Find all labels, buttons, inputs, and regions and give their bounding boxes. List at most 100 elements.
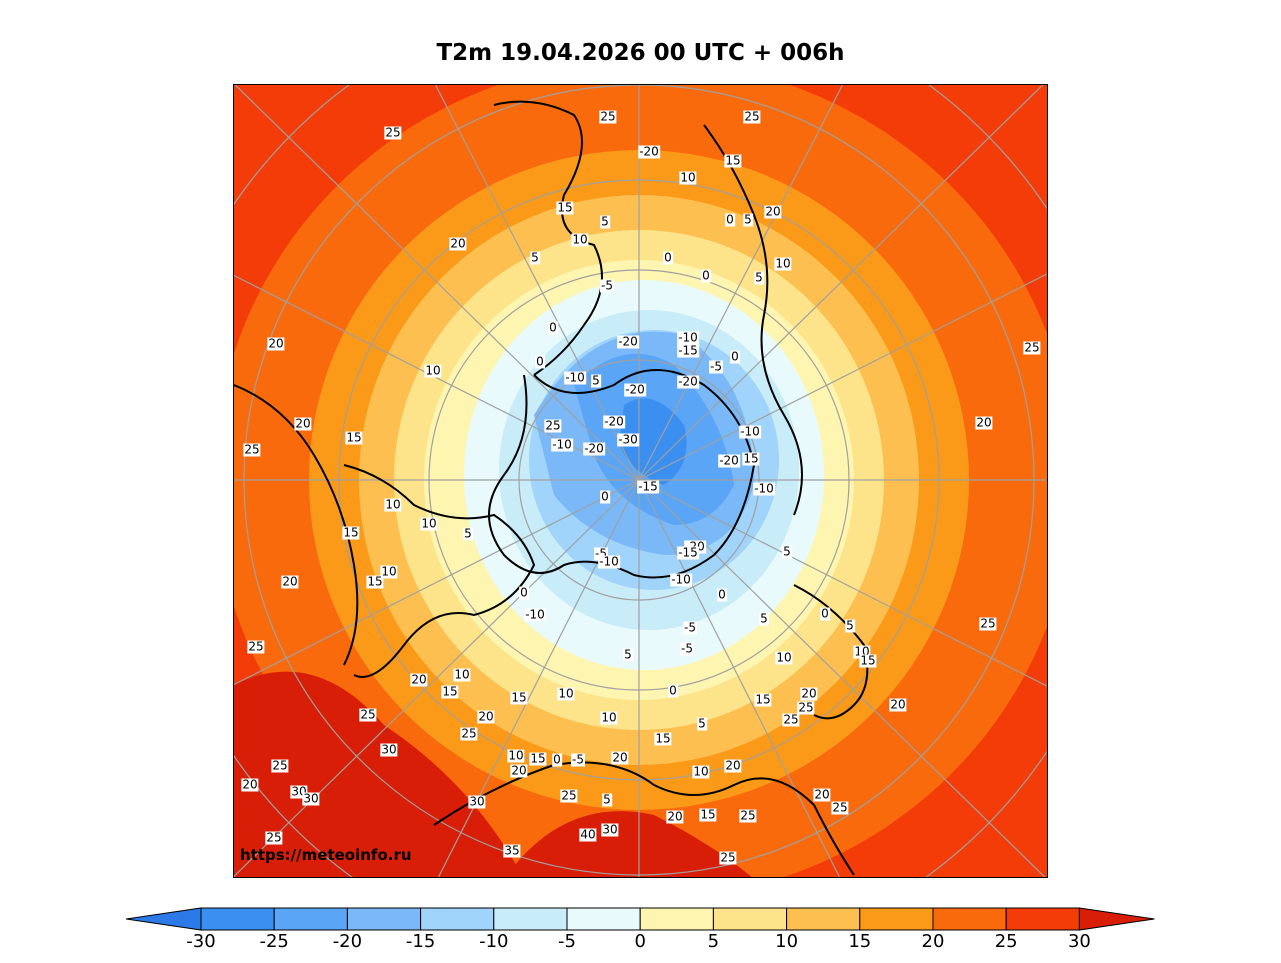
graticule [234, 85, 1047, 877]
colorbar-tick-label: 0 [634, 931, 646, 952]
colorbar-cell [639, 907, 714, 931]
watermark: https://meteoinfo.ru [240, 846, 412, 864]
contour-label: 0 [663, 250, 673, 265]
contour-label: 0 [820, 606, 830, 621]
contour-label: -20 [638, 144, 660, 159]
contour-label: 10 [380, 564, 398, 579]
contour-label: 5 [623, 647, 633, 662]
colorbar-tick-label: -30 [186, 931, 216, 952]
contour-label: 5 [530, 250, 540, 265]
contour-label: 10 [692, 764, 710, 779]
contour-label: -10 [739, 424, 761, 439]
contour-label: 0 [717, 587, 727, 602]
contour-label: 20 [294, 416, 312, 431]
contour-label: 30 [601, 822, 619, 837]
contour-label: 5 [743, 212, 753, 227]
contour-label: 10 [384, 497, 402, 512]
contour-label: 0 [535, 354, 545, 369]
contour-label: 5 [463, 526, 473, 541]
colorbar-tick-label: -5 [558, 931, 576, 952]
hot-region-southwest [234, 671, 523, 877]
contour-label: 0 [548, 320, 558, 335]
contour-label: 5 [602, 792, 612, 807]
contour-label: 20 [477, 709, 495, 724]
contour-label: -10 [677, 330, 699, 345]
colorbar-max-extend [1078, 907, 1155, 931]
contour-label: 25 [247, 639, 265, 654]
contour-label: -5 [680, 641, 694, 656]
contour-label: 25 [979, 616, 997, 631]
colorbar-cell [420, 907, 495, 931]
contour-label: 15 [742, 451, 760, 466]
colorbar [126, 907, 1155, 931]
contour-label: 20 [975, 415, 993, 430]
colorbar-cell [1005, 907, 1080, 931]
contour-label: 15 [342, 525, 360, 540]
contour-label: 5 [600, 214, 610, 229]
contour-label: -5 [709, 359, 723, 374]
colorbar-min-extend [126, 907, 202, 931]
contour-label: 5 [759, 611, 769, 626]
contour-label: 5 [754, 270, 764, 285]
contour-label: 30 [468, 794, 486, 809]
colorbar-cell [346, 907, 422, 931]
contour-label: 0 [552, 752, 562, 767]
contour-label: -20 [617, 334, 639, 349]
contour-label: -20 [677, 374, 699, 389]
colorbar-tick-label: 20 [921, 931, 945, 952]
contour-label: -20 [718, 453, 740, 468]
colorbar-cell [273, 907, 348, 931]
contour-label: 30 [380, 742, 398, 757]
contour-label: -10 [670, 572, 692, 587]
colorbar-tick-label: 5 [707, 931, 720, 952]
contour-label: 25 [719, 850, 737, 865]
contour-label: 15 [441, 684, 459, 699]
contour-label: 15 [859, 653, 877, 668]
colorbar-tick-label: 10 [775, 931, 799, 952]
contour-label: -10 [564, 370, 586, 385]
colorbar-cell [493, 907, 568, 931]
contour-label: 25 [359, 707, 377, 722]
contour-label: 0 [701, 268, 711, 283]
contour-label: 15 [529, 751, 547, 766]
contour-label: 5 [845, 618, 855, 633]
contour-label: 0 [519, 585, 529, 600]
contour-label: 25 [782, 712, 800, 727]
contour-label: 5 [591, 373, 601, 388]
contour-label: 20 [410, 672, 428, 687]
colorbar-cell [712, 907, 788, 931]
colorbar-cell [932, 907, 1007, 931]
contour-label: 15 [345, 430, 363, 445]
colorbar-tick-label: -15 [405, 931, 436, 952]
contour-label: 20 [267, 336, 285, 351]
colorbar-cell [786, 907, 861, 931]
colorbar-tick-label: -25 [259, 931, 289, 952]
contour-label: 25 [544, 418, 562, 433]
contour-label: 25 [797, 700, 815, 715]
contour-label: 25 [560, 788, 578, 803]
contour-label: -20 [624, 382, 646, 397]
map-title: T2m 19.04.2026 00 UTC + 006h [436, 40, 845, 66]
contour-label: -5 [600, 278, 614, 293]
contour-label: 10 [571, 232, 589, 247]
contour-label: -30 [617, 432, 639, 447]
contour-label: 0 [668, 683, 678, 698]
contour-label: 0 [725, 212, 735, 227]
contour-label: 0 [730, 349, 740, 364]
contour-label: 10 [453, 667, 471, 682]
contour-label: 25 [265, 830, 283, 845]
contour-label: 10 [507, 748, 525, 763]
contour-label: 40 [579, 827, 597, 842]
contour-label: 10 [679, 170, 697, 185]
colorbar-tick-label: 25 [994, 931, 1018, 952]
contour-label: 10 [775, 650, 793, 665]
contour-label: 35 [503, 843, 521, 858]
contour-label: 5 [697, 716, 707, 731]
contour-label: 20 [724, 758, 742, 773]
colorbar-tick-label: -10 [479, 931, 509, 952]
contour-label: 25 [1023, 340, 1041, 355]
contour-label: 15 [366, 574, 384, 589]
contour-label: 10 [774, 256, 792, 271]
contour-label: 20 [800, 686, 818, 701]
colorbar-tick-label: 30 [1067, 931, 1091, 952]
